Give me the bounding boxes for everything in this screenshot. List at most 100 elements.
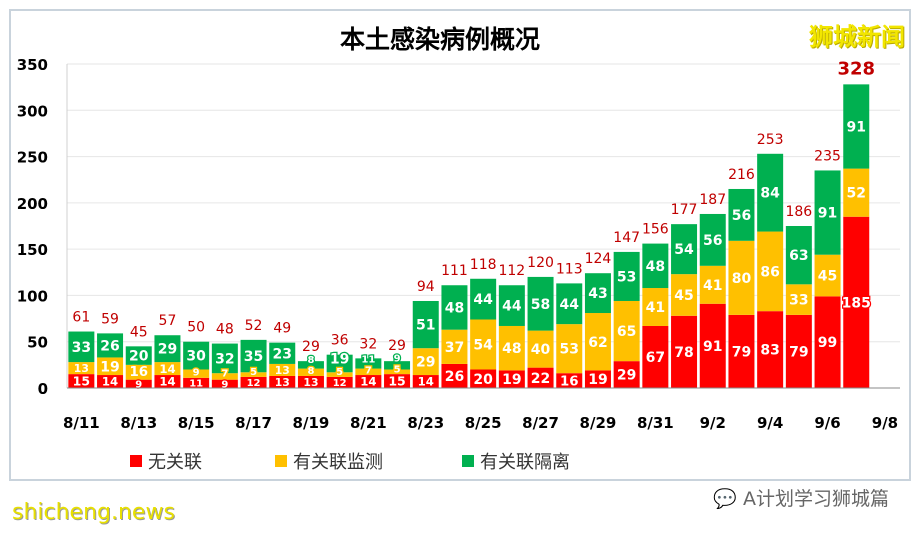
data-label: 54: [674, 242, 694, 258]
data-label: 44: [560, 297, 580, 313]
bar-segment: [412, 375, 439, 388]
data-label: 86: [760, 264, 779, 280]
x-tick-label: 8/19: [293, 414, 330, 432]
bar-segment: [843, 168, 870, 217]
data-label: 41: [703, 278, 722, 294]
total-label: 120: [527, 255, 554, 271]
data-label: 91: [847, 120, 866, 136]
data-label: 32: [215, 351, 234, 367]
bar-segment: [757, 153, 784, 232]
data-label: 19: [588, 372, 607, 388]
total-label: 328: [837, 58, 875, 79]
data-label: 185: [842, 295, 871, 311]
watermark: shicheng.news: [12, 500, 175, 525]
data-label: 33: [789, 293, 808, 309]
bar-segment: [671, 224, 698, 275]
bar-segment: [498, 325, 525, 371]
bar-segment: [412, 300, 439, 349]
data-label: 11: [189, 379, 203, 390]
data-label: 48: [445, 301, 464, 317]
x-tick-label: 8/15: [178, 414, 215, 432]
data-label: 15: [73, 374, 90, 389]
x-tick-label: 8/27: [522, 414, 559, 432]
bar-segment: [211, 379, 238, 388]
bar-segment: [211, 343, 238, 374]
data-label: 65: [617, 324, 636, 340]
data-label: 13: [275, 364, 290, 377]
x-tick-label: 9/4: [757, 414, 783, 432]
bar-segment: [97, 357, 124, 376]
total-label: 50: [187, 320, 205, 336]
data-label: 29: [158, 342, 177, 358]
bar-segment: [843, 84, 870, 169]
bar-segment: [584, 313, 611, 371]
data-label: 83: [760, 343, 779, 359]
total-label: 216: [728, 167, 755, 183]
data-label: 84: [760, 186, 780, 202]
bar-segment: [642, 288, 669, 326]
bar-segment: [642, 325, 669, 388]
bar-segment: [384, 374, 411, 388]
data-label: 13: [275, 376, 290, 389]
y-tick-label: 100: [17, 287, 48, 305]
x-tick-label: 9/6: [814, 414, 840, 432]
bar-segment: [68, 362, 95, 375]
total-label: 29: [302, 339, 320, 355]
y-tick-label: 0: [38, 380, 48, 398]
bar-segment: [642, 243, 669, 289]
legend-swatch: [462, 455, 474, 467]
bar-segment: [699, 303, 726, 388]
total-label: 253: [757, 132, 784, 148]
bar-segment: [843, 216, 870, 388]
data-label: 23: [273, 346, 292, 362]
data-label: 8: [307, 355, 314, 366]
data-label: 19: [502, 372, 521, 388]
data-label: 29: [416, 355, 435, 371]
bar-segment: [671, 274, 698, 316]
y-tick-label: 350: [17, 56, 48, 74]
bar-segment: [613, 251, 640, 301]
bar-segment: [584, 370, 611, 388]
bar-segment: [183, 369, 210, 378]
data-label: 79: [789, 344, 808, 360]
bar-segment: [384, 369, 411, 375]
data-label: 79: [732, 344, 751, 360]
data-label: 16: [560, 374, 579, 389]
data-label: 26: [445, 369, 464, 385]
bar-segment: [326, 372, 353, 377]
wechat-icon: 💬: [713, 488, 737, 510]
bar-segment: [556, 324, 583, 374]
chart-frame: [9, 9, 911, 481]
bar-segment: [613, 300, 640, 362]
bar-segment: [527, 276, 554, 331]
bar-segment: [384, 361, 411, 370]
data-label: 45: [818, 269, 837, 285]
y-tick-label: 250: [17, 149, 48, 167]
wechat-account-label: 💬 A计划学习狮城篇: [713, 484, 889, 511]
x-tick-label: 8/21: [350, 414, 387, 432]
bar-segment: [154, 335, 181, 363]
data-label: 99: [818, 335, 837, 351]
total-label: 57: [159, 313, 177, 329]
data-label: 30: [186, 349, 206, 365]
legend-label: 有关联隔离: [480, 452, 570, 473]
total-label: 61: [72, 310, 90, 326]
total-label: 124: [585, 251, 612, 267]
data-label: 80: [732, 271, 752, 287]
data-label: 78: [674, 345, 693, 361]
bar-segment: [470, 278, 497, 320]
x-tick-label: 8/11: [63, 414, 100, 432]
chart-title: 本土感染病例概况: [340, 25, 540, 54]
total-label: 52: [245, 318, 263, 334]
x-tick-label: 8/13: [120, 414, 157, 432]
data-label: 41: [646, 300, 665, 316]
data-label: 53: [560, 342, 579, 358]
x-tick-label: 8/31: [637, 414, 674, 432]
data-label: 26: [100, 338, 119, 354]
total-label: 113: [556, 261, 583, 277]
data-label: 20: [129, 349, 149, 365]
data-label: 58: [531, 297, 550, 313]
data-label: 33: [72, 340, 91, 356]
bar-segment: [470, 319, 497, 370]
bar-segment: [269, 375, 296, 388]
